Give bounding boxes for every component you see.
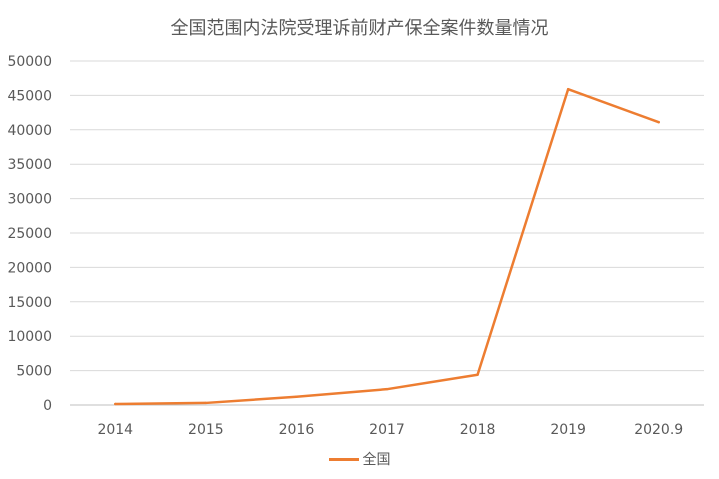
series-line bbox=[114, 87, 660, 406]
y-tick-label: 30000 bbox=[7, 192, 52, 208]
legend: 全国 bbox=[0, 449, 719, 469]
y-tick-label: 0 bbox=[43, 398, 52, 414]
x-tick-label: 2020.9 bbox=[634, 422, 683, 438]
y-tick-label: 25000 bbox=[7, 226, 52, 242]
data-point bbox=[476, 373, 479, 376]
y-tick-label: 35000 bbox=[7, 157, 52, 173]
x-tick-label: 2017 bbox=[369, 422, 405, 438]
data-point bbox=[204, 401, 208, 405]
y-tick-label: 5000 bbox=[16, 364, 52, 380]
y-tick-label: 20000 bbox=[7, 260, 52, 276]
data-point bbox=[114, 402, 117, 406]
chart-title: 全国范围内法院受理诉前财产保全案件数量情况 bbox=[170, 18, 549, 39]
legend-label: 全国 bbox=[362, 452, 391, 468]
x-tick-label: 2019 bbox=[550, 422, 586, 438]
y-tick-label: 10000 bbox=[7, 329, 52, 345]
legend-swatch bbox=[328, 457, 359, 461]
x-tick-label: 2014 bbox=[97, 422, 133, 438]
y-tick-label: 15000 bbox=[7, 295, 52, 311]
x-tick-label: 2016 bbox=[279, 422, 315, 438]
data-point bbox=[566, 88, 570, 91]
data-point bbox=[657, 121, 660, 124]
x-tick-label: 2018 bbox=[460, 422, 496, 438]
y-tick-label: 50000 bbox=[7, 54, 52, 70]
data-point bbox=[295, 395, 298, 398]
y-tick-label: 40000 bbox=[7, 123, 52, 139]
data-point bbox=[385, 387, 389, 391]
y-tick-label: 45000 bbox=[7, 88, 52, 104]
x-tick-label: 2015 bbox=[188, 422, 224, 438]
